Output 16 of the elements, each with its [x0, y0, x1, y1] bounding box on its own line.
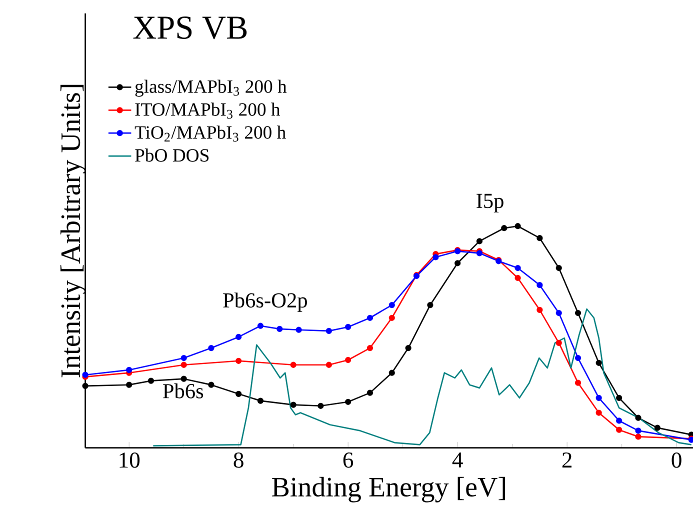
x-tick-label: 8 — [234, 452, 244, 468]
text: I5p — [476, 194, 504, 212]
x-tick-label: 4 — [452, 452, 463, 468]
legend-label: PbO DOS — [135, 148, 209, 162]
legend-label: ITO/MAPbI$_{3}$ 200 h — [135, 102, 280, 119]
annotation: Pb6s-O2p — [223, 292, 307, 312]
x-tick-label: 0 — [672, 452, 682, 468]
y-axis-title: Intensity [Arbitrary Units] — [60, 84, 86, 378]
x-axis-title: Binding Energy [eV] — [272, 476, 505, 502]
annotation: Pb6s — [162, 383, 204, 398]
x-tick-label: 6 — [343, 452, 354, 468]
legend-label: glass/MAPbI$_{3}$ 200 h — [135, 80, 287, 97]
chart-title: XPS VB — [133, 16, 247, 40]
x-tick-label: 2 — [562, 452, 572, 468]
x-tick-label: 10 — [120, 452, 140, 468]
legend-label: TiO$_{2}$/MAPbI$_{3}$ 200 h — [134, 126, 286, 142]
